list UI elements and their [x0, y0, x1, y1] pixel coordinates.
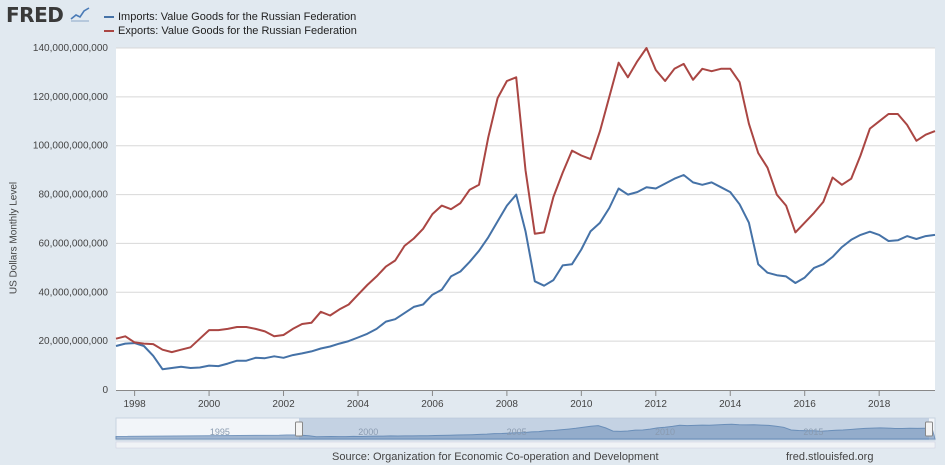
x-tick-label: 1998 [123, 399, 146, 410]
navigator-scrollbar[interactable] [115, 441, 936, 449]
x-tick-label: 2002 [272, 399, 295, 410]
navigator-year-label: 1995 [210, 427, 230, 437]
fred-url[interactable]: fred.stlouisfed.org [786, 451, 874, 463]
x-tick-label: 2018 [868, 399, 891, 410]
navigator-year-label: 2015 [803, 427, 823, 437]
y-tick-label: 120,000,000,000 [33, 92, 109, 103]
imports-series-line [115, 174, 936, 371]
navigator-year-label: 2000 [358, 427, 378, 437]
y-tick-label: 100,000,000,000 [33, 141, 109, 152]
legend-label-exports: Exports: Value Goods for the Russian Fed… [118, 25, 357, 37]
navigator-year-label: 2005 [507, 427, 527, 437]
x-tick-label: 2016 [794, 399, 817, 410]
x-tick-label: 2000 [198, 399, 221, 410]
imports-swatch [104, 16, 114, 18]
exports-series-line [115, 47, 936, 354]
source-note: Source: Organization for Economic Co-ope… [332, 451, 659, 463]
chart-legend: Imports: Value Goods for the Russian Fed… [104, 10, 357, 38]
chart-logo-icon [70, 6, 90, 22]
plot-area [116, 48, 935, 390]
y-tick-label: 0 [102, 385, 108, 396]
x-tick-label: 2006 [421, 399, 444, 410]
navigator-handle-right[interactable] [925, 421, 933, 437]
x-tick-label: 2014 [719, 399, 742, 410]
y-tick-label: 60,000,000,000 [38, 238, 108, 249]
y-tick-label: 80,000,000,000 [38, 190, 108, 201]
y-tick-label: 40,000,000,000 [38, 287, 108, 298]
y-tick-label: 140,000,000,000 [33, 43, 109, 54]
fred-logo: FRED [6, 3, 64, 27]
x-tick-label: 2008 [496, 399, 519, 410]
navigator-year-label: 2010 [655, 427, 675, 437]
legend-item-imports[interactable]: Imports: Value Goods for the Russian Fed… [104, 10, 357, 24]
navigator-handle-left[interactable] [295, 421, 303, 437]
x-tick-label: 2010 [570, 399, 593, 410]
navigator-series-area [115, 423, 936, 440]
legend-item-exports[interactable]: Exports: Value Goods for the Russian Fed… [104, 24, 357, 38]
x-tick-label: 2004 [347, 399, 370, 410]
legend-label-imports: Imports: Value Goods for the Russian Fed… [118, 11, 357, 23]
exports-swatch [104, 30, 114, 32]
x-tick-label: 2012 [645, 399, 668, 410]
y-tick-label: 20,000,000,000 [38, 336, 108, 347]
